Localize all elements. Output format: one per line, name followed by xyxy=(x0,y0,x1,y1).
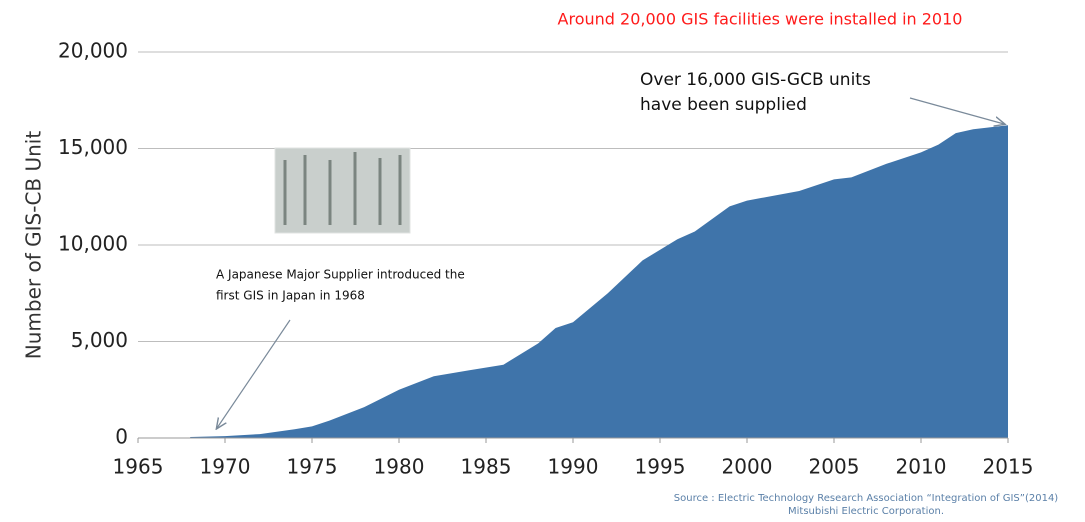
substation-photo xyxy=(274,147,411,234)
x-tick-label: 2005 xyxy=(809,455,860,479)
photo-detail xyxy=(283,152,402,225)
area xyxy=(190,125,1008,439)
x-tick-label: 1990 xyxy=(548,455,599,479)
x-tick-label: 1980 xyxy=(374,455,425,479)
arrow xyxy=(909,97,1004,124)
x-tick-label: 2010 xyxy=(896,455,947,479)
x-tick-label: 1975 xyxy=(287,455,338,479)
y-tick-label: 10,000 xyxy=(58,232,128,256)
x-tick-label: 1995 xyxy=(635,455,686,479)
annotation: first GIS in Japan in 1968 xyxy=(216,289,365,303)
x-tick-label: 1985 xyxy=(461,455,512,479)
chart-title: Around 20,000 GIS facilities were instal… xyxy=(558,10,963,29)
plot-area: 0 5,000 10,000 15,000 20,000 1965 1970 1975 1980… xyxy=(58,39,1033,479)
y-tick-label: 5,000 xyxy=(71,328,128,352)
y-tick-label: 20,000 xyxy=(58,39,128,63)
source: Source : Electric Technology Research As… xyxy=(674,493,1059,504)
x-tick-label: 2000 xyxy=(722,455,773,479)
annotation: have been supplied xyxy=(640,95,807,115)
y-tick-label: 15,000 xyxy=(58,135,128,159)
x-tick-label: 2015 xyxy=(983,455,1034,479)
x-tick-label: 1965 xyxy=(113,455,164,479)
x-tick-label: 1970 xyxy=(200,455,251,479)
y-axis-label: Number of GIS-CB Unit xyxy=(22,131,46,360)
source: Mitsubishi Electric Corporation. xyxy=(788,506,944,517)
annotation: Over 16,000 GIS-GCB units xyxy=(640,70,871,90)
y-tick-label: 0 xyxy=(115,425,128,449)
arrow xyxy=(217,319,291,428)
annotation: A Japanese Major Supplier introduced the xyxy=(216,268,465,282)
